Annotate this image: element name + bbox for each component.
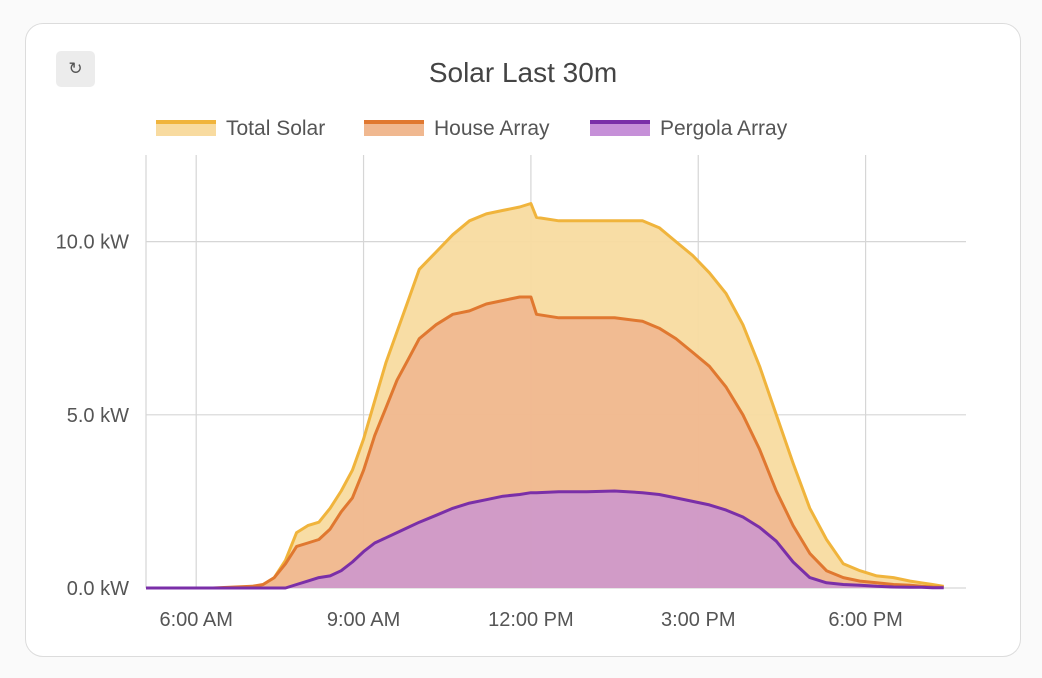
legend-swatch-line [364,120,424,124]
x-tick-label: 6:00 PM [828,609,902,631]
y-tick-label: 5.0 kW [67,405,129,427]
x-tick-label: 12:00 PM [488,609,574,631]
house-array-line [146,295,944,590]
series-areas [146,203,944,588]
x-tick-label: 6:00 AM [160,609,233,631]
legend-label: House Array [434,117,550,140]
total-solar-line [146,202,944,590]
legend-item-house-array[interactable]: House Array [364,117,550,140]
y-tick-label: 10.0 kW [56,232,129,254]
legend-swatch-line [156,120,216,124]
pergola-array-area [146,491,944,588]
y-tick-label: 0.0 kW [67,578,129,600]
refresh-icon: ↻ [68,59,83,79]
legend-swatch-line [590,120,650,124]
refresh-button[interactable]: ↻ [56,51,95,87]
x-tick-label: 3:00 PM [661,609,735,631]
legend-item-total-solar[interactable]: Total Solar [156,117,325,140]
house-array-area [146,297,944,588]
x-tick-label: 9:00 AM [327,609,400,631]
y-axis: 0.0 kW 5.0 kW 10.0 kW [56,232,129,600]
series-lines [146,202,944,590]
legend-item-pergola-array[interactable]: Pergola Array [590,117,788,140]
chart-title: Solar Last 30m [429,57,617,88]
pergola-array-line [146,489,944,590]
x-axis: 6:00 AM 9:00 AM 12:00 PM 3:00 PM 6:00 PM [160,609,903,631]
legend: Total Solar House Array Pergola Array [156,117,788,140]
legend-label: Pergola Array [660,117,788,140]
legend-label: Total Solar [226,117,325,140]
